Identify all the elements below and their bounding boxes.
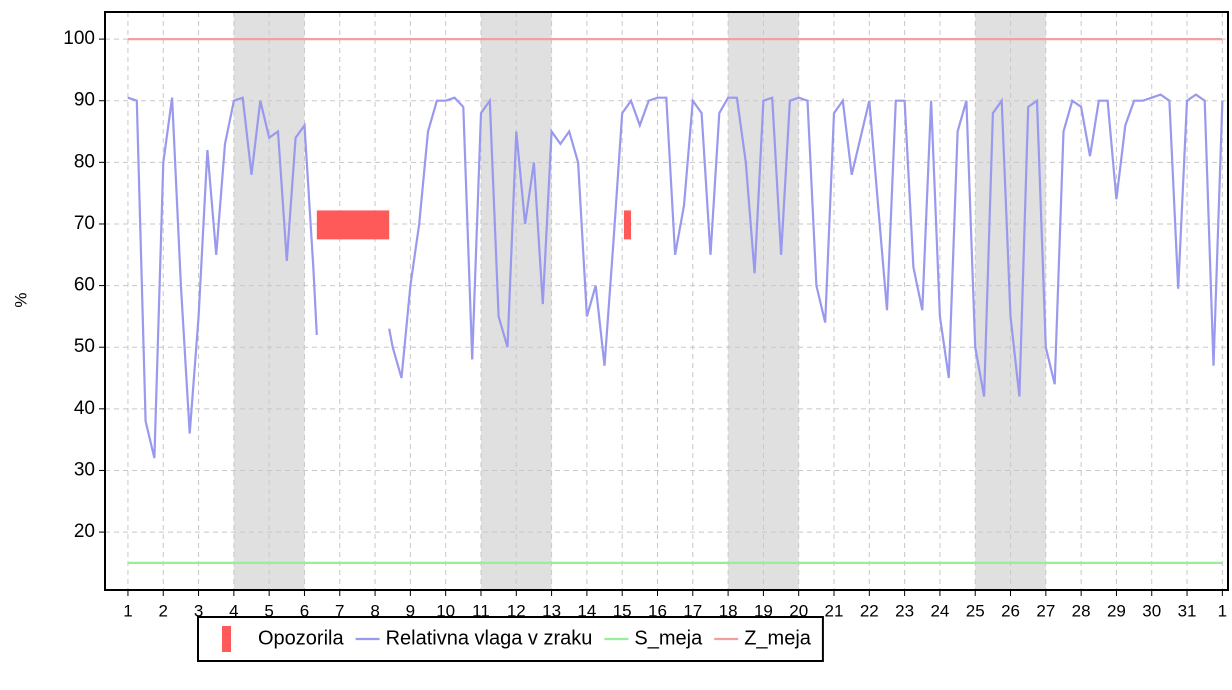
x-tick-label: 24 xyxy=(930,601,949,620)
x-tick-label: 9 xyxy=(406,601,415,620)
y-tick-label: 40 xyxy=(74,398,95,419)
x-tick-label: 1 xyxy=(1218,601,1227,620)
legend-label: Opozorila xyxy=(258,627,344,649)
x-tick-label: 26 xyxy=(1001,601,1020,620)
x-tick-label: 4 xyxy=(229,601,238,620)
x-tick-label: 16 xyxy=(648,601,667,620)
x-tick-label: 23 xyxy=(895,601,914,620)
plot-frame xyxy=(104,11,1229,591)
alert xyxy=(316,210,390,240)
x-tick-label: 17 xyxy=(683,601,702,620)
y-tick-label: 100 xyxy=(63,28,95,49)
x-tick-label: 27 xyxy=(1036,601,1055,620)
x-tick-label: 11 xyxy=(472,601,490,620)
y-tick-label: 20 xyxy=(74,521,95,542)
x-tick-label: 31 xyxy=(1178,601,1197,620)
x-tick-label: 6 xyxy=(300,601,309,620)
x-tick-label: 7 xyxy=(335,601,344,620)
x-tick-label: 25 xyxy=(966,601,985,620)
x-tick-label: 28 xyxy=(1072,601,1091,620)
x-tick-label: 22 xyxy=(860,601,879,620)
x-tick-label: 30 xyxy=(1142,601,1161,620)
legend-label: Relativna vlaga v zraku xyxy=(386,627,593,649)
series-line xyxy=(127,93,1224,459)
x-tick-label: 21 xyxy=(825,601,844,620)
y-tick-label: 60 xyxy=(74,275,95,296)
x-tick-label: 1 xyxy=(123,601,132,620)
x-tick-label: 5 xyxy=(264,601,273,620)
alert xyxy=(623,210,632,240)
x-tick-label: 18 xyxy=(719,601,738,620)
x-tick-label: 3 xyxy=(194,601,203,620)
y-axis-label: % xyxy=(11,292,30,307)
x-tick-label: 8 xyxy=(370,601,379,620)
y-tick-label: 50 xyxy=(74,336,95,357)
legend: Opozorila Relativna vlaga v zraku S_meja Z_… xyxy=(197,616,824,662)
x-tick-label: 20 xyxy=(789,601,808,620)
y-tick-label: 80 xyxy=(74,151,95,172)
y-tick-label: 70 xyxy=(74,213,95,234)
legend-marker xyxy=(222,626,231,652)
x-tick-label: 13 xyxy=(542,601,561,620)
legend-label: Z_meja xyxy=(744,627,812,649)
x-tick-label: 14 xyxy=(577,601,596,620)
x-tick-label: 29 xyxy=(1107,601,1126,620)
y-tick-label: 90 xyxy=(74,90,95,111)
y-tick-label: 30 xyxy=(74,459,95,480)
x-tick-label: 12 xyxy=(507,601,526,620)
legend-label: S_meja xyxy=(634,627,703,649)
x-tick-label: 2 xyxy=(159,601,168,620)
x-tick-label: 15 xyxy=(613,601,632,620)
x-tick-label: 19 xyxy=(754,601,773,620)
x-tick-label: 10 xyxy=(436,601,455,620)
